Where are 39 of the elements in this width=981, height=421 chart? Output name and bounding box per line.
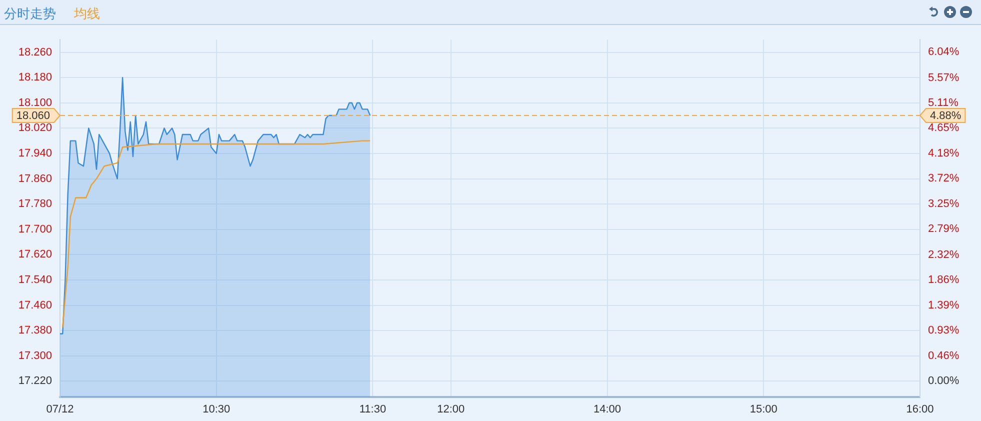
y2-tick-label: 0.00% xyxy=(928,375,960,388)
y-tick-label: 17.620 xyxy=(18,248,52,261)
x-tick-label: 10:30 xyxy=(202,404,230,416)
y-tick-label: 17.220 xyxy=(18,375,52,388)
x-tick-label: 14:00 xyxy=(594,404,622,416)
y2-tick-label: 6.04% xyxy=(928,46,960,58)
y2-tick-label: 2.79% xyxy=(928,223,960,236)
y2-tick-label: 1.39% xyxy=(928,300,960,312)
x-tick-label: 15:00 xyxy=(750,404,778,416)
y-tick-label: 17.700 xyxy=(18,223,52,236)
y-tick-label: 17.300 xyxy=(18,350,52,362)
y2-tick-label: 3.72% xyxy=(928,172,960,185)
y2-tick-label: 2.32% xyxy=(928,248,960,261)
y2-tick-label: 0.93% xyxy=(928,324,960,337)
y-tick-label: 17.940 xyxy=(18,147,52,160)
y-tick-label: 18.260 xyxy=(18,46,52,58)
y-tick-label: 17.540 xyxy=(18,274,52,286)
y-tick-label: 18.020 xyxy=(18,122,52,134)
y2-tick-label: 4.18% xyxy=(928,148,960,160)
y-tick-label: 17.780 xyxy=(18,198,52,210)
y2-tick-label: 0.46% xyxy=(928,350,960,362)
y-tick-label: 17.380 xyxy=(18,324,52,337)
y-tick-label: 18.180 xyxy=(18,72,52,84)
y2-tick-label: 5.11% xyxy=(928,96,959,109)
y2-tick-label: 1.86% xyxy=(928,274,960,286)
y2-tick-label: 4.65% xyxy=(928,122,960,134)
x-tick-label: 12:00 xyxy=(437,404,465,416)
text: 均线 xyxy=(74,7,100,22)
x-tick-label: 11:30 xyxy=(359,404,386,416)
y-tick-label: 17.860 xyxy=(18,172,52,185)
text: 4.88% xyxy=(930,110,962,122)
y2-tick-label: 5.57% xyxy=(928,72,960,84)
x-tick-label: 07/12 xyxy=(46,404,74,416)
ref-line-label: 18.060 xyxy=(16,110,50,122)
y-tick-label: 18.100 xyxy=(18,96,52,109)
x-tick-label: 16:00 xyxy=(906,404,934,416)
text: 分时走势 xyxy=(4,7,56,22)
y-tick-label: 17.460 xyxy=(18,299,52,312)
y2-tick-label: 3.25% xyxy=(928,198,960,210)
